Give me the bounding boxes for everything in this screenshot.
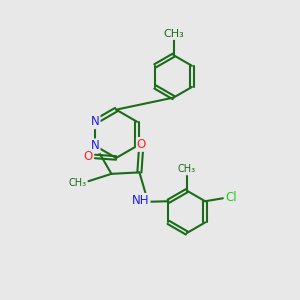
Text: CH₃: CH₃ bbox=[163, 29, 184, 39]
Text: N: N bbox=[91, 115, 100, 128]
Text: N: N bbox=[91, 140, 100, 152]
Text: NH: NH bbox=[132, 194, 150, 207]
Text: O: O bbox=[84, 150, 93, 163]
Text: Cl: Cl bbox=[225, 191, 237, 204]
Text: CH₃: CH₃ bbox=[68, 178, 86, 188]
Text: CH₃: CH₃ bbox=[178, 164, 196, 174]
Text: O: O bbox=[137, 138, 146, 151]
